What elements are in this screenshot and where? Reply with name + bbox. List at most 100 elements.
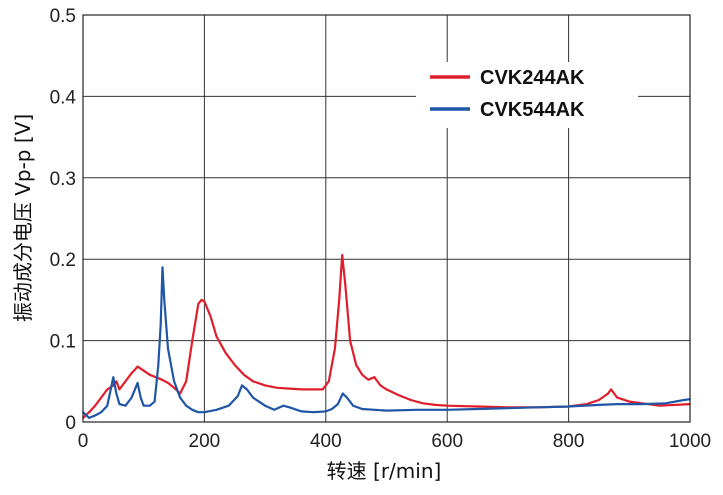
data-point-cvk544ak [341,392,344,395]
series-line-cvk244ak [82,254,691,419]
data-point-cvk244ak [88,411,90,414]
data-point-cvk544ak [115,392,118,395]
legend-box [416,62,638,128]
x-tick-label: 0 [78,431,89,452]
x-tick-label: 400 [310,431,342,452]
data-point-cvk244ak [327,380,330,383]
data-point-cvk544ak [112,376,115,379]
data-point-cvk244ak [610,388,612,391]
data-point-cvk544ak [88,417,90,419]
data-point-cvk544ak [161,266,164,269]
x-tick-label: 1000 [669,431,711,452]
data-point-cvk544ak [507,407,509,410]
data-point-cvk244ak [115,380,118,383]
data-point-cvk544ak [106,404,109,407]
data-point-cvk544ak [385,409,388,412]
data-point-cvk544ak [416,408,418,411]
data-point-cvk244ak [476,405,479,408]
data-point-cvk544ak [446,408,449,411]
y-tick-label: 0 [65,413,76,434]
data-point-cvk544ak [331,408,333,410]
data-point-cvk244ak [321,388,324,391]
legend-label-cvk244ak: CVK244AK [480,67,585,89]
tick-labels: 0 200 400 600 800 1000 0 0.1 0.2 0.3 0.4 0.5 [50,6,712,452]
data-point-cvk544ak [640,403,643,405]
data-point-cvk544ak [246,388,248,391]
data-point-cvk544ak [173,380,176,383]
data-point-cvk544ak [185,404,188,407]
data-point-cvk244ak [422,402,424,405]
data-point-cvk244ak [136,365,139,368]
data-point-cvk544ak [346,396,348,399]
data-point-cvk244ak [209,315,212,318]
data-point-cvk544ak [616,403,619,405]
plot-frame [82,14,691,423]
series-layer [82,254,691,419]
data-point-cvk544ak [683,399,685,401]
data-point-cvk544ak [142,404,145,407]
data-point-cvk544ak [227,404,230,407]
data-point-cvk544ak [153,400,156,403]
data-point-cvk244ak [409,399,412,401]
data-point-cvk244ak [361,373,364,376]
data-point-cvk544ak [148,404,151,407]
data-point-cvk544ak [273,408,276,411]
data-point-cvk244ak [203,300,206,303]
data-point-cvk544ak [191,408,194,411]
data-point-cvk244ak [373,376,376,379]
data-point-cvk244ak [379,384,382,387]
data-point-cvk544ak [476,408,479,410]
data-point-cvk544ak [94,414,96,417]
legend-label-cvk544ak: CVK544AK [480,99,585,121]
data-point-cvk244ak [288,387,291,390]
y-tick-label: 0.5 [50,6,76,27]
data-point-cvk544ak [300,410,303,413]
data-point-cvk244ak [173,386,176,389]
data-point-cvk544ak [215,408,218,411]
data-point-cvk544ak [130,396,133,399]
data-point-cvk244ak [118,388,121,391]
data-point-cvk244ak [100,396,103,399]
data-point-cvk544ak [203,411,206,414]
data-point-cvk544ak [139,396,142,399]
data-point-cvk544ak [252,396,254,399]
data-point-cvk244ak [344,282,347,285]
data-point-cvk244ak [264,384,266,387]
data-point-cvk244ak [200,299,203,301]
data-point-cvk244ak [349,339,351,342]
y-tick-label: 0.3 [50,169,76,190]
data-point-cvk244ak [106,388,109,391]
data-point-cvk544ak [124,404,127,407]
data-point-cvk544ak [159,323,162,326]
x-tick-label: 600 [431,431,463,452]
y-tick-label: 0.2 [50,250,76,271]
x-tick-label: 200 [189,431,221,452]
data-point-cvk544ak [537,406,540,409]
data-point-cvk544ak [157,364,160,366]
data-point-cvk544ak [361,408,364,410]
data-point-cvk244ak [312,388,315,391]
data-point-cvk244ak [338,299,341,301]
data-point-cvk244ak [300,388,303,391]
data-point-cvk544ak [282,404,285,407]
data-point-cvk544ak [264,404,266,407]
data-point-cvk244ak [385,388,388,391]
data-point-cvk244ak [355,364,358,366]
data-point-cvk244ak [142,369,145,372]
data-point-cvk544ak [352,404,354,407]
data-point-cvk244ak [598,399,600,401]
data-point-cvk244ak [215,335,218,338]
data-point-cvk244ak [233,364,236,366]
data-point-cvk544ak [179,396,182,399]
legend: CVK244AK CVK544AK [416,62,638,128]
data-point-cvk244ak [124,380,127,383]
data-point-cvk544ak [197,411,200,414]
data-point-cvk244ak [367,378,370,381]
data-point-cvk544ak [567,405,570,408]
data-point-cvk244ak [658,404,661,407]
data-point-cvk244ak [252,380,254,383]
data-point-cvk544ak [288,406,291,409]
data-point-cvk244ak [197,303,200,305]
y-axis-label: 振动成分电压 Vp-p [V] [11,114,35,322]
